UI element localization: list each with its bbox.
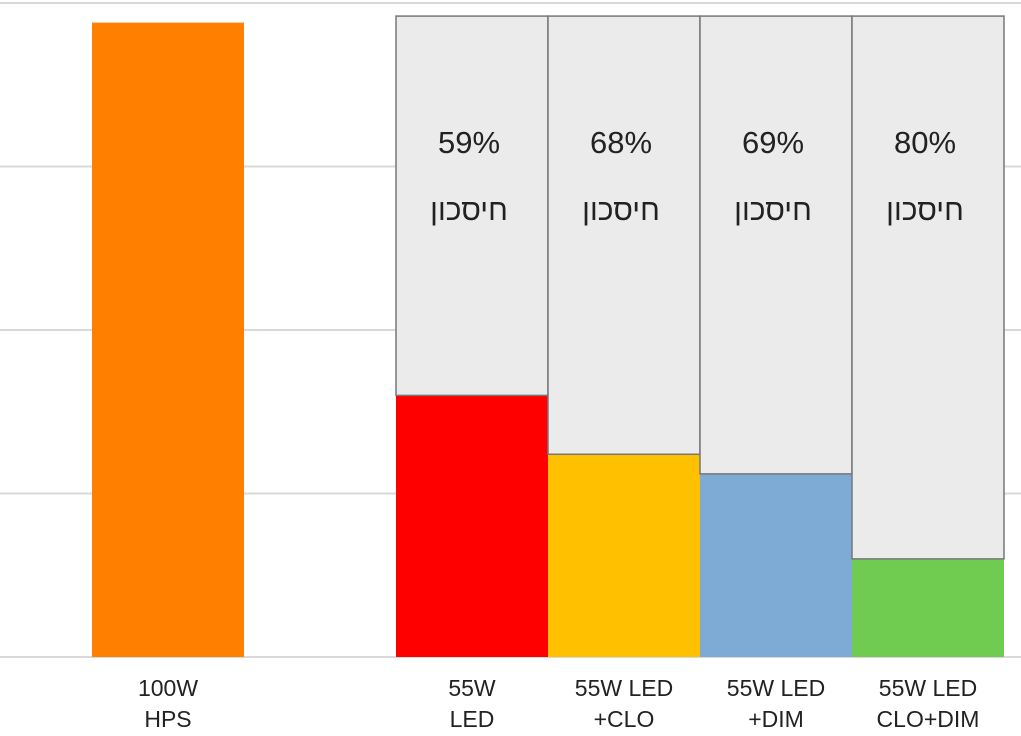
savings-word: חיסכון (886, 194, 964, 227)
bar-segment (548, 454, 700, 657)
x-tick-label: 55W LED (727, 675, 825, 701)
savings-percent: 59% (438, 125, 500, 160)
savings-word: חיסכון (734, 194, 812, 227)
x-tick-label: 100W (138, 675, 198, 701)
bar-segment (395, 15, 549, 397)
x-tick-label: +CLO (594, 706, 655, 732)
savings-word: חיסכון (430, 194, 508, 227)
bar-segment (699, 15, 853, 475)
x-tick-label: +DIM (748, 706, 804, 732)
x-tick-label: 55W LED (575, 675, 673, 701)
bar-segment (396, 395, 548, 657)
bar-segment (851, 15, 1005, 560)
bar-segment (547, 15, 701, 456)
bar-segment (92, 22, 244, 658)
savings-percent: 80% (894, 125, 956, 160)
x-tick-label: LED (450, 706, 495, 732)
savings-word: חיסכון (582, 194, 660, 227)
x-tick-label: HPS (144, 706, 191, 732)
bar-segment (852, 558, 1004, 657)
x-tick-label: CLO+DIM (877, 706, 980, 732)
x-tick-label: 55W (448, 675, 496, 701)
savings-percent: 69% (742, 125, 804, 160)
savings-percent: 68% (590, 125, 652, 160)
x-tick-label: 55W LED (879, 675, 977, 701)
bar-segment (700, 473, 852, 657)
